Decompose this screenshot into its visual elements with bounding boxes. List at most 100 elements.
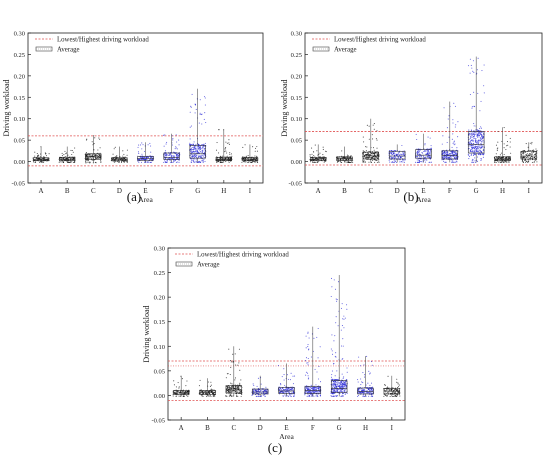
data-point	[175, 153, 177, 155]
data-point	[398, 392, 400, 394]
data-point	[525, 154, 527, 156]
data-point	[190, 105, 192, 107]
data-point	[223, 151, 226, 153]
data-point	[45, 159, 47, 161]
data-point	[393, 395, 395, 397]
data-point	[475, 131, 477, 133]
data-point	[307, 378, 309, 380]
data-point	[454, 105, 457, 107]
data-point	[250, 158, 252, 160]
data-point	[371, 389, 373, 392]
data-point	[504, 157, 506, 159]
data-point	[313, 389, 316, 391]
data-point	[336, 370, 338, 372]
data-point	[417, 161, 419, 163]
data-point	[331, 374, 333, 376]
data-point	[100, 159, 102, 161]
data-point	[195, 145, 197, 147]
data-point	[229, 394, 231, 396]
data-point	[392, 161, 394, 163]
data-point	[477, 57, 479, 59]
data-point	[232, 395, 234, 397]
data-point	[337, 381, 339, 383]
data-point	[503, 153, 505, 156]
data-point	[178, 387, 180, 389]
data-point	[310, 159, 312, 161]
data-point	[198, 155, 200, 157]
data-point	[345, 304, 348, 306]
data-point	[226, 395, 228, 397]
data-point	[363, 141, 365, 143]
data-point	[474, 106, 476, 108]
data-point	[234, 377, 237, 379]
data-point	[368, 138, 370, 140]
data-point	[337, 379, 339, 381]
data-point	[307, 375, 309, 377]
data-point	[481, 151, 483, 153]
box-F	[304, 386, 322, 394]
data-point	[482, 137, 484, 139]
data-point	[341, 303, 343, 305]
data-point	[345, 387, 347, 389]
data-point	[522, 150, 524, 152]
data-point	[430, 145, 432, 147]
x-axis-label: Area	[279, 432, 294, 441]
data-point	[469, 138, 471, 140]
data-point	[398, 157, 400, 159]
data-point	[292, 389, 294, 391]
data-point	[113, 161, 115, 163]
data-point	[318, 365, 320, 368]
data-point	[318, 153, 320, 155]
data-point	[471, 106, 473, 108]
data-point	[286, 389, 288, 391]
data-point	[341, 394, 343, 396]
data-point	[531, 141, 533, 144]
data-point	[230, 382, 232, 384]
data-point	[242, 146, 244, 149]
data-point	[316, 150, 318, 152]
data-point	[169, 153, 172, 155]
data-point	[357, 379, 359, 381]
data-point	[427, 156, 429, 158]
data-point	[176, 157, 179, 159]
data-point	[455, 156, 457, 158]
data-point	[181, 378, 184, 380]
data-point	[264, 389, 266, 391]
data-point	[395, 395, 397, 397]
data-point	[477, 92, 479, 94]
data-point	[235, 364, 237, 366]
data-point	[256, 146, 258, 148]
data-point	[330, 392, 332, 394]
data-point	[470, 144, 472, 147]
data-point	[389, 395, 391, 397]
data-point	[479, 139, 481, 141]
data-point	[240, 385, 242, 387]
data-point	[229, 153, 231, 155]
data-point	[452, 133, 454, 135]
data-point	[193, 156, 195, 158]
data-point	[207, 381, 209, 383]
data-point	[418, 158, 420, 160]
data-point	[390, 389, 392, 391]
data-point	[363, 364, 365, 366]
data-point	[359, 365, 362, 367]
data-point	[471, 148, 473, 150]
data-point	[395, 392, 397, 394]
data-point	[331, 385, 333, 387]
data-point	[202, 392, 204, 394]
data-point	[189, 126, 191, 128]
data-point	[204, 160, 206, 163]
data-point	[364, 156, 366, 158]
data-point	[449, 153, 451, 155]
data-point	[525, 161, 527, 163]
data-point	[112, 158, 114, 160]
data-point	[323, 161, 325, 163]
data-point	[384, 394, 386, 396]
data-point	[336, 299, 338, 301]
data-point	[394, 157, 396, 159]
data-point	[227, 388, 229, 390]
data-point	[469, 149, 471, 151]
data-point	[116, 155, 118, 157]
data-point	[388, 159, 390, 161]
data-point	[252, 161, 254, 163]
